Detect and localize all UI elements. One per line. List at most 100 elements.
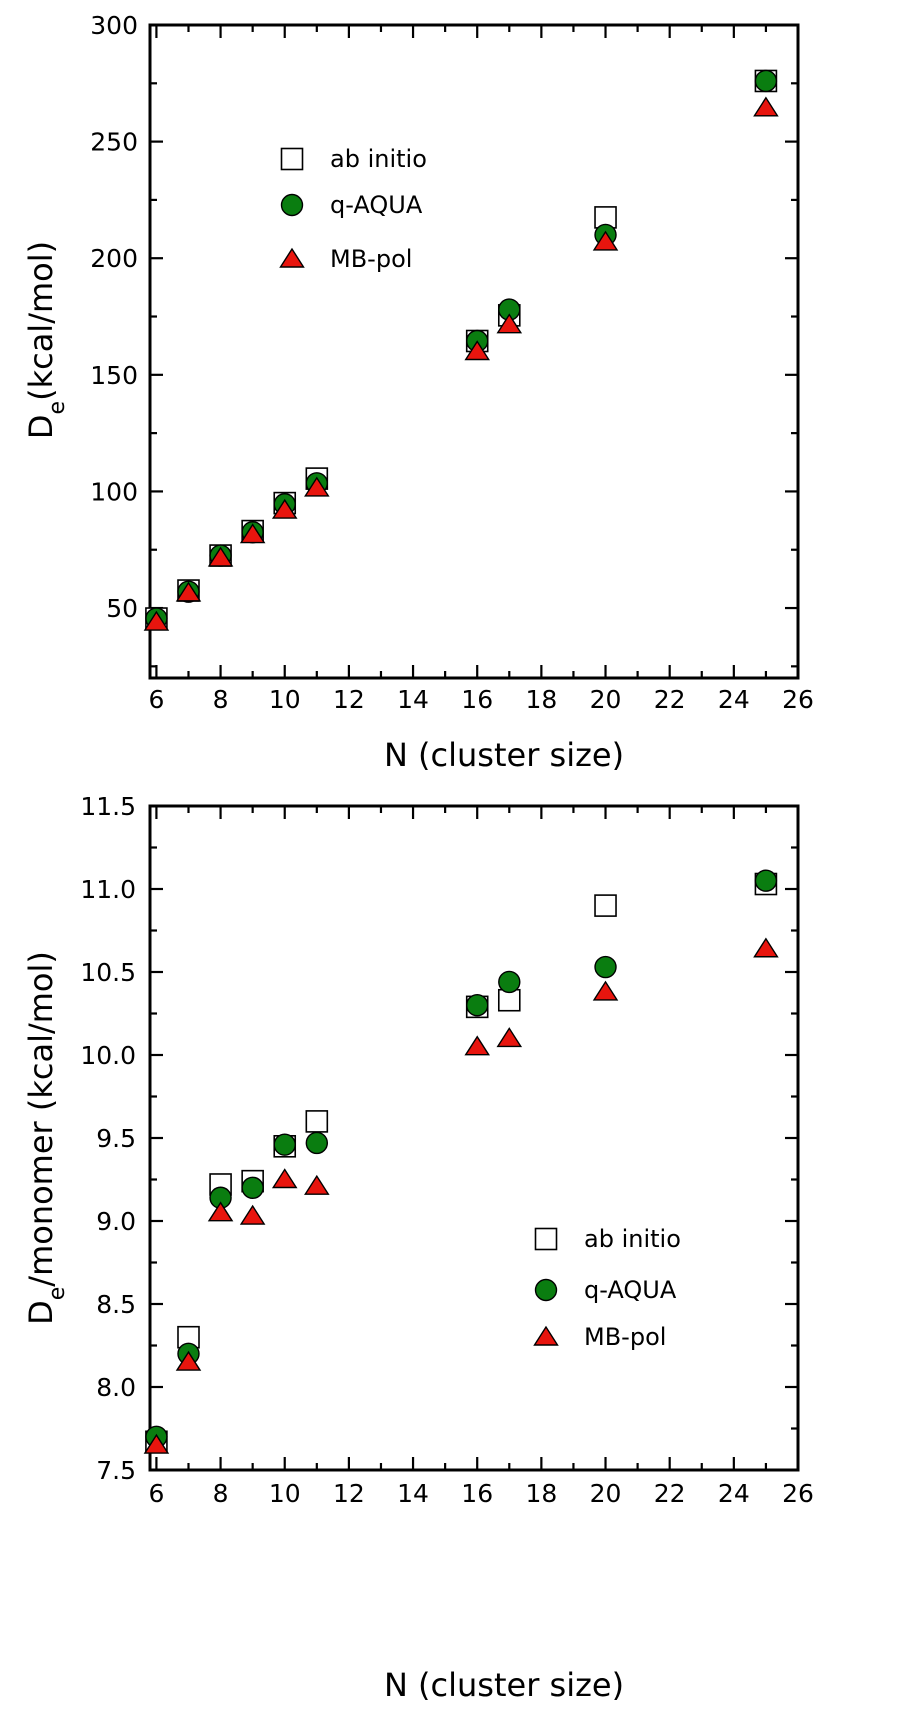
y-axis-title-subscript: e xyxy=(45,1287,70,1301)
legend: ab initio q-AQUA MB-pol xyxy=(533,1225,681,1351)
x-tick-label: 12 xyxy=(333,1479,365,1508)
x-tick-label: 24 xyxy=(718,685,750,714)
data-point xyxy=(466,994,489,1017)
x-tick-label: 16 xyxy=(461,685,493,714)
data-point xyxy=(464,1035,490,1056)
y-tick-label: 9.5 xyxy=(96,1124,136,1153)
x-axis-title: N (cluster size) xyxy=(384,736,624,774)
x-tick-label: 18 xyxy=(525,1479,557,1508)
y-axis-title-main: D xyxy=(22,1300,60,1325)
y-axis-title: De(kcal/mol) xyxy=(22,241,70,439)
y-axis-title-main: D xyxy=(22,414,60,439)
x-tick-label: 12 xyxy=(333,685,365,714)
y-tick-label: 8.5 xyxy=(96,1290,136,1319)
y-tick-label: 10.0 xyxy=(80,1041,136,1070)
data-point xyxy=(498,970,521,994)
y-tick-label: 50 xyxy=(106,594,138,623)
data-point xyxy=(754,869,778,892)
data-point xyxy=(594,955,617,979)
x-tick-label: 14 xyxy=(397,1479,429,1508)
data-point xyxy=(594,894,617,917)
series-mb-pol xyxy=(143,937,779,1454)
data-point xyxy=(241,1176,264,1200)
data-point xyxy=(753,937,779,958)
data-point xyxy=(305,1110,329,1133)
chart-total-binding-energy: 6 8 10 12 14 16 18 20 22 24 26 50 100 150 200 250 300 N (… xyxy=(22,11,814,774)
legend-label: q-AQUA xyxy=(584,1276,677,1304)
data-point xyxy=(271,498,298,519)
data-point xyxy=(592,980,619,1001)
plot-frame xyxy=(148,804,800,1472)
series-mb-pol xyxy=(143,96,779,631)
data-point xyxy=(754,69,778,93)
data-point xyxy=(239,1204,266,1225)
x-tick-label: 20 xyxy=(590,1479,622,1508)
plot-frame xyxy=(148,23,800,680)
y-tick-label: 10.5 xyxy=(80,958,136,987)
data-point xyxy=(496,313,523,334)
data-point xyxy=(143,1433,170,1454)
legend-label: ab initio xyxy=(584,1225,681,1253)
series-ab-initio xyxy=(145,69,778,630)
x-tick-label: 8 xyxy=(213,685,229,714)
y-tick-label: 9.0 xyxy=(96,1207,136,1236)
data-point xyxy=(305,1131,329,1155)
legend-marker xyxy=(279,247,305,268)
data-point xyxy=(207,1201,234,1222)
series-ab-initio xyxy=(145,872,778,1454)
y-tick-label: 150 xyxy=(90,361,138,390)
legend-marker xyxy=(533,1325,559,1346)
series-q-aqua xyxy=(145,869,778,1449)
y-axis-title-subscript: e xyxy=(45,401,70,415)
data-point xyxy=(175,1350,202,1371)
y-tick-label: 300 xyxy=(90,11,138,40)
data-point xyxy=(496,1027,523,1048)
data-point xyxy=(273,1133,296,1156)
legend-marker xyxy=(534,1227,558,1251)
x-tick-label: 26 xyxy=(782,685,814,714)
x-tick-label: 18 xyxy=(525,685,557,714)
x-tick-label: 26 xyxy=(782,1479,814,1508)
data-point xyxy=(207,546,234,567)
x-tick-label: 8 xyxy=(213,1479,229,1508)
y-axis-title-rest: (kcal/mol) xyxy=(22,241,60,401)
legend-label: MB-pol xyxy=(330,245,412,273)
x-tick-label: 20 xyxy=(590,685,622,714)
data-point xyxy=(753,96,779,117)
data-point xyxy=(592,230,619,251)
legend-marker xyxy=(534,1278,558,1302)
y-tick-label: 11.5 xyxy=(80,792,136,821)
x-tick-label: 14 xyxy=(397,685,429,714)
y-tick-label: 8.0 xyxy=(96,1373,136,1402)
data-point xyxy=(143,610,170,631)
y-tick-label: 200 xyxy=(90,244,138,273)
y-tick-label: 100 xyxy=(90,477,138,506)
data-point xyxy=(464,340,490,361)
x-tick-label: 16 xyxy=(461,1479,493,1508)
x-axis-title: N (cluster size) xyxy=(384,1666,624,1704)
legend-label: q-AQUA xyxy=(330,191,423,219)
data-point xyxy=(271,1168,298,1189)
y-tick-label: 7.5 xyxy=(96,1456,136,1485)
y-tick-label: 11.0 xyxy=(80,875,136,904)
chart-binding-energy-per-monomer: 6 8 10 12 14 16 18 20 22 24 26 7.5 8.0 8.5 9.0 9.5 10.0 1… xyxy=(22,792,814,1704)
y-axis-title: De/monomer (kcal/mol) xyxy=(22,951,70,1325)
legend-label: MB-pol xyxy=(584,1323,666,1351)
x-tick-label: 6 xyxy=(148,685,164,714)
data-point xyxy=(239,523,266,544)
data-point xyxy=(175,581,202,602)
x-tick-label: 10 xyxy=(269,685,301,714)
x-tick-label: 24 xyxy=(718,1479,750,1508)
legend-marker xyxy=(280,147,304,171)
x-tick-label: 10 xyxy=(269,1479,301,1508)
data-point xyxy=(304,1174,330,1195)
y-tick-label: 250 xyxy=(90,128,138,157)
legend-label: ab initio xyxy=(330,145,427,173)
legend-marker xyxy=(280,193,304,217)
x-tick-label: 22 xyxy=(654,1479,686,1508)
y-axis-title-rest: /monomer (kcal/mol) xyxy=(22,951,60,1287)
legend: ab initio q-AQUA MB-pol xyxy=(279,145,427,273)
x-tick-label: 22 xyxy=(654,685,686,714)
series-q-aqua xyxy=(145,69,778,630)
